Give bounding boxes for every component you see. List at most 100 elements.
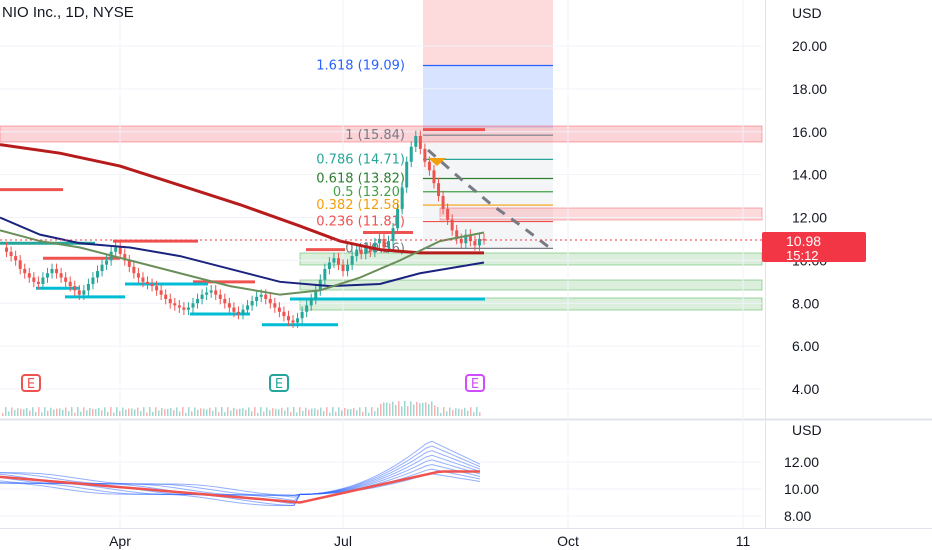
candle-body[interactable]	[73, 286, 77, 291]
candle-body[interactable]	[68, 281, 72, 287]
candle-body[interactable]	[314, 290, 318, 299]
candle-body[interactable]	[223, 298, 227, 304]
candle-body[interactable]	[405, 161, 409, 188]
candle-body[interactable]	[291, 320, 295, 323]
candle-body[interactable]	[32, 277, 36, 282]
candle-body[interactable]	[41, 277, 45, 284]
candle-body[interactable]	[364, 247, 368, 254]
candle-body[interactable]	[423, 148, 427, 162]
candle-body[interactable]	[282, 311, 286, 317]
candle-body[interactable]	[391, 228, 395, 242]
candle-body[interactable]	[5, 247, 9, 252]
candle-body[interactable]	[218, 294, 222, 299]
candle-body[interactable]	[477, 238, 481, 246]
candle-body[interactable]	[341, 264, 345, 272]
candle-body[interactable]	[9, 251, 13, 257]
candle-body[interactable]	[123, 253, 127, 261]
candle-body[interactable]	[105, 260, 109, 265]
candle-body[interactable]	[305, 305, 309, 312]
earnings-marker-green[interactable]: E	[269, 374, 289, 392]
candle-body[interactable]	[409, 146, 413, 162]
candle-body[interactable]	[414, 136, 418, 147]
candle-body[interactable]	[396, 208, 400, 229]
candle-body[interactable]	[55, 268, 59, 274]
candle-body[interactable]	[59, 273, 63, 278]
candle-body[interactable]	[323, 268, 327, 280]
candlesticks[interactable]	[5, 130, 486, 328]
candle-body[interactable]	[168, 298, 172, 304]
candle-body[interactable]	[64, 277, 68, 282]
candle-body[interactable]	[36, 281, 40, 284]
candle-body[interactable]	[346, 264, 350, 272]
candle-body[interactable]	[350, 256, 354, 265]
candle-body[interactable]	[95, 271, 99, 278]
candle-body[interactable]	[468, 234, 472, 242]
ma-slow-line[interactable]	[0, 143, 484, 255]
candle-body[interactable]	[459, 238, 463, 244]
candle-body[interactable]	[100, 264, 104, 272]
candle-body[interactable]	[482, 238, 486, 241]
candle-body[interactable]	[450, 219, 454, 231]
candle-body[interactable]	[91, 277, 95, 284]
price-pane[interactable]	[0, 0, 765, 418]
candle-body[interactable]	[227, 303, 231, 308]
candle-body[interactable]	[186, 307, 190, 310]
candle-body[interactable]	[327, 262, 331, 269]
candle-body[interactable]	[150, 283, 154, 287]
candle-body[interactable]	[259, 294, 263, 297]
candle-body[interactable]	[141, 277, 145, 282]
candle-body[interactable]	[82, 290, 86, 295]
candle-body[interactable]	[418, 136, 422, 149]
candle-body[interactable]	[232, 307, 236, 312]
candle-body[interactable]	[209, 290, 213, 293]
candle-body[interactable]	[355, 249, 359, 257]
candle-body[interactable]	[273, 303, 277, 308]
candle-body[interactable]	[136, 273, 140, 278]
candle-body[interactable]	[241, 309, 245, 314]
candle-body[interactable]	[437, 183, 441, 197]
candle-body[interactable]	[155, 286, 159, 291]
candle-body[interactable]	[400, 187, 404, 209]
candle-body[interactable]	[118, 247, 122, 254]
candle-body[interactable]	[14, 256, 18, 261]
candle-body[interactable]	[23, 268, 27, 274]
candle-body[interactable]	[159, 290, 163, 295]
price-axis[interactable]: USD 20.0018.0016.0014.0012.0010.008.006.…	[792, 5, 827, 397]
candle-body[interactable]	[250, 301, 254, 306]
candle-body[interactable]	[177, 305, 181, 308]
candle-body[interactable]	[359, 249, 363, 254]
candle-body[interactable]	[300, 311, 304, 319]
candle-body[interactable]	[191, 303, 195, 308]
candle-body[interactable]	[309, 298, 313, 306]
candle-body[interactable]	[255, 296, 259, 302]
candle-body[interactable]	[377, 238, 381, 244]
candle-body[interactable]	[196, 298, 200, 304]
candle-body[interactable]	[18, 260, 22, 269]
earnings-marker-violet[interactable]: E	[465, 374, 485, 392]
candle-body[interactable]	[164, 294, 168, 299]
candle-body[interactable]	[127, 260, 131, 267]
oscillator-axis[interactable]: USD 12.00 10.00 8.00	[784, 422, 822, 524]
earnings-marker-red[interactable]: E	[21, 374, 41, 392]
candle-body[interactable]	[432, 170, 436, 184]
candle-body[interactable]	[332, 258, 336, 263]
candle-body[interactable]	[296, 318, 300, 323]
candle-body[interactable]	[387, 241, 391, 248]
candle-body[interactable]	[277, 307, 281, 312]
candle-body[interactable]	[50, 268, 54, 274]
candle-body[interactable]	[77, 290, 81, 295]
candle-body[interactable]	[236, 311, 240, 314]
candle-body[interactable]	[45, 273, 49, 278]
candle-body[interactable]	[446, 208, 450, 220]
candle-body[interactable]	[200, 294, 204, 299]
candle-body[interactable]	[132, 266, 136, 274]
candle-body[interactable]	[173, 303, 177, 306]
oscillator-ribbon[interactable]	[0, 440, 481, 507]
candle-body[interactable]	[146, 281, 150, 284]
candle-body[interactable]	[473, 241, 477, 246]
candle-body[interactable]	[114, 247, 118, 252]
candle-body[interactable]	[214, 290, 218, 295]
candle-body[interactable]	[427, 161, 431, 171]
candle-body[interactable]	[246, 305, 250, 310]
candle-body[interactable]	[205, 292, 209, 295]
